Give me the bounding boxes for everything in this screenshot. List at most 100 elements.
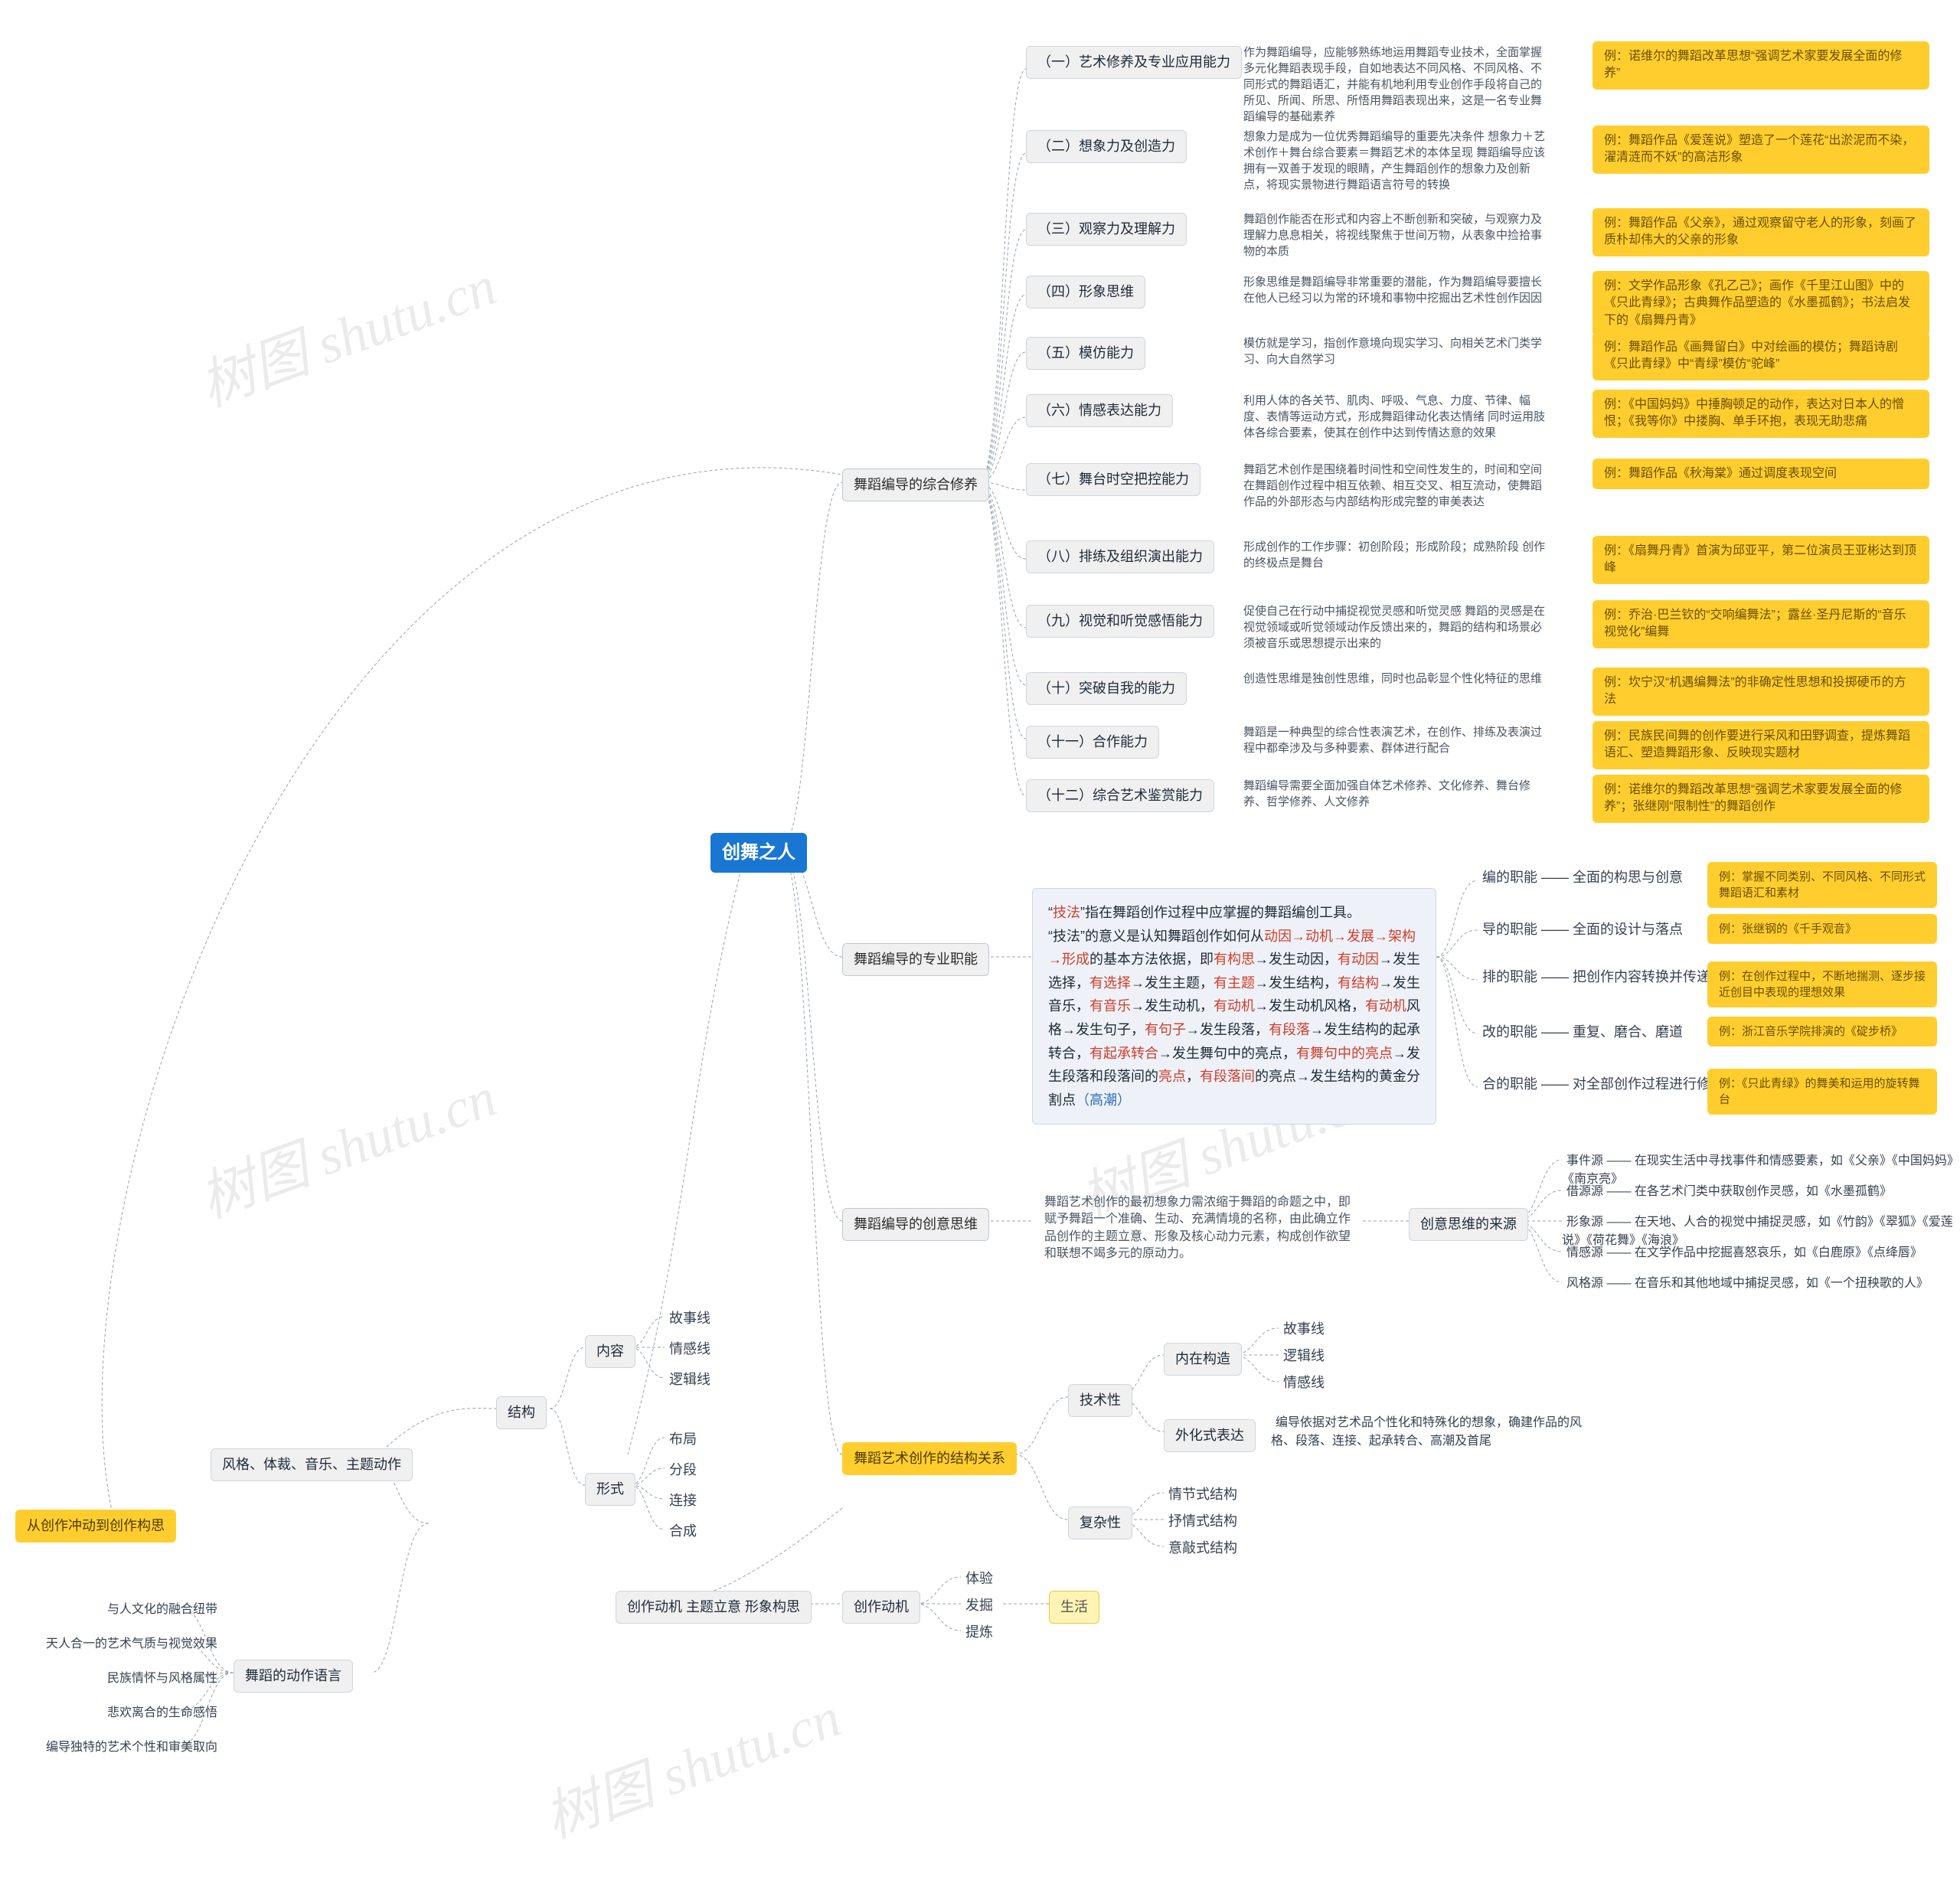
fuza-node[interactable]: 复杂性 xyxy=(1068,1507,1132,1539)
life-node[interactable]: 生活 xyxy=(1049,1591,1099,1624)
capability-desc: 舞蹈是一种典型的综合性表演艺术，在创作、排练及表演过程中都牵涉及与多种要素、群体… xyxy=(1233,718,1562,762)
leaf: 情感线 xyxy=(665,1338,715,1358)
language-leaf: 民族情怀与风格属性 xyxy=(23,1667,222,1686)
node-label: 生活 xyxy=(1050,1592,1099,1623)
motivation-chain[interactable]: 创作动机 主题立意 形象构思 xyxy=(616,1591,812,1624)
motivation-node[interactable]: 创作动机 xyxy=(842,1591,920,1624)
section-label: 舞蹈编导的创意思维 xyxy=(843,1209,988,1240)
neizai-node[interactable]: 内在构造 xyxy=(1164,1343,1242,1376)
capability-node[interactable]: （九）视觉和听觉感悟能力 xyxy=(1026,605,1214,638)
node-label: 内容 xyxy=(586,1336,635,1367)
section-label: 舞蹈编导的综合修养 xyxy=(843,469,988,501)
node-label: 从创作冲动到创作构思 xyxy=(16,1510,175,1542)
capability-desc: 作为舞蹈编导，应能够熟练地运用舞蹈专业技术，全面掌握多元化舞蹈表现手段，自如地表… xyxy=(1233,38,1562,131)
waihua-desc: 编导依据对艺术品个性化和特殊化的想象，确建作品的风格、段落、连接、起承转合、高潮… xyxy=(1271,1412,1592,1448)
node-label: 创作动机 xyxy=(843,1592,920,1623)
capability-example: 例：坎宁汉“机遇编舞法”的非确定性思想和投掷硬币的方法 xyxy=(1592,668,1929,716)
node-label: 舞蹈的动作语言 xyxy=(234,1660,352,1692)
capability-example: 例：舞蹈作品《秋海棠》通过调度表现空间 xyxy=(1592,459,1929,489)
capability-example: 例：诺维尔的舞蹈改革思想“强调艺术家要发展全面的修养”；张继刚“限制性”的舞蹈创… xyxy=(1592,775,1929,823)
struct-node[interactable]: 结构 xyxy=(496,1396,547,1429)
capability-desc: 形象思维是舞蹈编导非常重要的潜能，作为舞蹈编导要擅长在他人已经习以为常的环境和事… xyxy=(1233,268,1562,312)
node-label: 外化式表达 xyxy=(1165,1420,1255,1451)
left-root[interactable]: 从创作冲动到创作构思 xyxy=(15,1510,176,1543)
capability-node[interactable]: （十二）综合艺术鉴赏能力 xyxy=(1026,779,1214,812)
section-professional[interactable]: 舞蹈编导的专业职能 xyxy=(842,943,989,976)
capability-node[interactable]: （四）形象思维 xyxy=(1026,276,1145,309)
section-comprehensive[interactable]: 舞蹈编导的综合修养 xyxy=(842,468,989,501)
leaf: 故事线 xyxy=(1279,1318,1329,1338)
node-label: 结构 xyxy=(497,1397,546,1428)
capability-desc: 想象力是成为一位优秀舞蹈编导的重要先决条件 想象力＋艺术创作＋舞台综合要素＝舞蹈… xyxy=(1233,122,1562,199)
language-leaf: 编导独特的艺术个性和审美取向 xyxy=(23,1736,222,1755)
techniques-paragraph: “技法”指在舞蹈创作过程中应掌握的舞蹈编创工具。“技法”的意义是认知舞蹈创作如何… xyxy=(1032,888,1436,1125)
capability-example: 例：民族民间舞的创作要进行采风和田野调查，提炼舞蹈语汇、塑造舞蹈形象、反映现实题… xyxy=(1592,721,1929,769)
capability-node[interactable]: （七）舞台时空把控能力 xyxy=(1026,463,1200,496)
dance-language-node[interactable]: 舞蹈的动作语言 xyxy=(234,1660,353,1693)
capability-example: 例：乔治·巴兰钦的“交响编舞法”；露丝·圣丹尼斯的“音乐视觉化”编舞 xyxy=(1592,600,1929,648)
mindmap-canvas: 树图 shutu.cn 树图 shutu.cn 树图 shutu.cn 树图 s… xyxy=(0,0,1960,1887)
capability-example: 例：《扇舞丹青》首演为邱亚平，第二位演员王亚彬达到顶峰 xyxy=(1592,536,1929,584)
language-leaf: 天人合一的艺术气质与视觉效果 xyxy=(23,1633,222,1651)
leaf: 体验 xyxy=(961,1568,998,1588)
leaf: 逻辑线 xyxy=(665,1369,715,1389)
watermark: 树图 shutu.cn xyxy=(187,240,505,422)
capability-example: 例：文学作品形象《孔乙己》；画作《千里江山图》中的《只此青绿》；古典舞作品塑造的… xyxy=(1592,271,1929,336)
capability-desc: 舞蹈创作能否在形式和内容上不断创新和突破，与观察力及理解力息息相关，将视线聚焦于… xyxy=(1233,205,1562,266)
watermark: 树图 shutu.cn xyxy=(187,1052,505,1233)
capability-example: 例：舞蹈作品《画舞留白》中对绘画的模仿；舞蹈诗剧《只此青绿》中“青绿”模仿“驼峰… xyxy=(1592,332,1929,380)
capability-node[interactable]: （十）突破自我的能力 xyxy=(1026,672,1187,705)
content-node[interactable]: 内容 xyxy=(585,1335,635,1368)
capability-node[interactable]: （八）排练及组织演出能力 xyxy=(1026,540,1214,573)
capability-example: 例：舞蹈作品《爱莲说》塑造了一个莲花“出淤泥而不染，濯清涟而不妖”的高洁形象 xyxy=(1592,126,1929,174)
duty-example: 例：浙江音乐学院排演的《碇步桥》 xyxy=(1707,1017,1937,1046)
waihua-node[interactable]: 外化式表达 xyxy=(1164,1419,1256,1452)
capability-example: 例：《中国妈妈》中捶胸顿足的动作，表达对日本人的憎恨；《我等你》中搂胸、单手环抱… xyxy=(1592,390,1929,438)
leaf: 布局 xyxy=(665,1428,701,1448)
section-creative-thinking[interactable]: 舞蹈编导的创意思维 xyxy=(842,1208,989,1241)
capability-example: 例：舞蹈作品《父亲》，通过观察留守老人的形象，刻画了质朴却伟大的父亲的形象 xyxy=(1592,208,1929,256)
duty-node: 编的职能 —— 全面的构思与创意 xyxy=(1478,867,1687,886)
section-label: 舞蹈编导的专业职能 xyxy=(843,944,988,975)
creative-sources-node[interactable]: 创意思维的来源 xyxy=(1409,1208,1528,1241)
duty-example: 例：《只此青绿》的舞美和运用的旋转舞台 xyxy=(1707,1069,1937,1115)
creative-sources-label: 创意思维的来源 xyxy=(1410,1209,1527,1240)
capability-desc: 舞蹈编导需要全面加强自体艺术修养、文化修养、舞台修养、哲学修养、人文修养 xyxy=(1233,772,1562,816)
capability-node[interactable]: （五）模仿能力 xyxy=(1026,337,1145,370)
duty-example: 例：张继钢的《千手观音》 xyxy=(1707,914,1937,944)
leaf: 提炼 xyxy=(961,1621,998,1641)
node-label: 风格、体裁、音乐、主题动作 xyxy=(211,1449,412,1481)
capability-node[interactable]: （二）想象力及创造力 xyxy=(1026,130,1187,163)
node-label: 内在构造 xyxy=(1165,1343,1241,1375)
leaf: 意敲式结构 xyxy=(1164,1537,1242,1557)
capability-desc: 模仿就是学习，指创作意境向现实学习、向相关艺术门类学习、向大自然学习 xyxy=(1233,329,1562,374)
capability-node[interactable]: （十一）合作能力 xyxy=(1026,726,1159,759)
node-label: 创作动机 主题立意 形象构思 xyxy=(616,1592,811,1623)
capability-node[interactable]: （一）艺术修养及专业应用能力 xyxy=(1026,46,1242,79)
techniques-text: “技法”指在舞蹈创作过程中应掌握的舞蹈编创工具。“技法”的意义是认知舞蹈创作如何… xyxy=(1033,889,1436,1124)
leaf: 发掘 xyxy=(961,1595,998,1614)
root-node[interactable]: 创舞之人 xyxy=(710,833,807,873)
source-row: 借源源 —— 在各艺术门类中获取创作灵感，如《水墨孤鹤》 xyxy=(1562,1180,1896,1199)
capability-node[interactable]: （六）情感表达能力 xyxy=(1026,394,1173,427)
node-label: 形式 xyxy=(586,1474,635,1505)
leaf: 逻辑线 xyxy=(1279,1345,1329,1365)
section-label: 舞蹈艺术创作的结构关系 xyxy=(843,1443,1016,1474)
capability-node[interactable]: （三）观察力及理解力 xyxy=(1026,213,1187,246)
language-leaf: 与人文化的融合纽带 xyxy=(23,1598,222,1617)
section-structure[interactable]: 舞蹈艺术创作的结构关系 xyxy=(842,1442,1017,1475)
creative-desc: 舞蹈艺术创作的最初想象力需浓缩于舞蹈的命题之中，即赋予舞蹈一个准确、生动、充满情… xyxy=(1034,1188,1363,1269)
source-row: 风格源 —— 在音乐和其他地域中捕捉灵感，如《一个扭秧歌的人》 xyxy=(1562,1272,1933,1291)
tech-node[interactable]: 技术性 xyxy=(1068,1384,1132,1417)
leaf: 情感线 xyxy=(1279,1372,1329,1392)
form-node[interactable]: 形式 xyxy=(585,1473,635,1506)
capability-desc: 舞蹈艺术创作是围绕着时间性和空间性发生的，时间和空间在舞蹈创作过程中相互依赖、相… xyxy=(1233,455,1562,516)
duty-example: 例：在创作过程中，不断地揣测、逐步接近创目中表现的理想效果 xyxy=(1707,961,1937,1007)
style-node[interactable]: 风格、体裁、音乐、主题动作 xyxy=(211,1448,413,1481)
duty-node: 导的职能 —— 全面的设计与落点 xyxy=(1478,919,1687,939)
capability-example: 例：诺维尔的舞蹈改革思想“强调艺术家要发展全面的修养” xyxy=(1592,41,1929,90)
leaf: 合成 xyxy=(665,1520,701,1540)
leaf: 抒情式结构 xyxy=(1164,1510,1242,1530)
source-row: 情感源 —— 在文学作品中挖掘喜怒哀乐，如《白鹿原》《点绛唇》 xyxy=(1562,1242,1927,1260)
root-label: 创舞之人 xyxy=(711,834,806,872)
